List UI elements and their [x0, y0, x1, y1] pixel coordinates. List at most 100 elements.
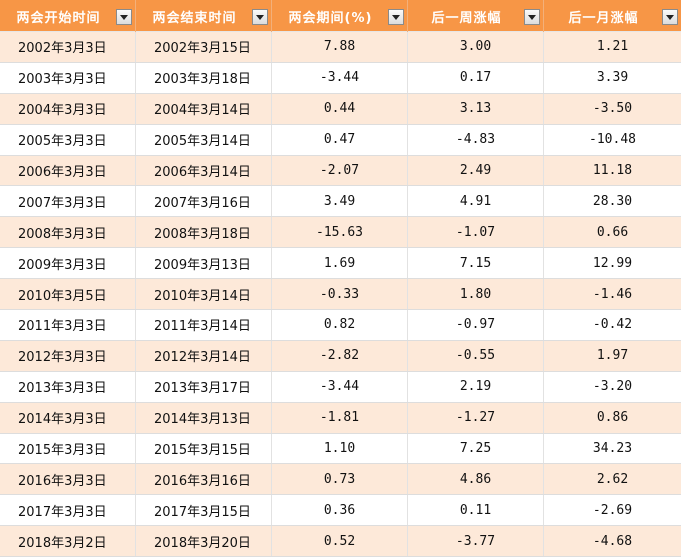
filter-dropdown-button[interactable]: [662, 9, 678, 25]
table-cell[interactable]: -1.46: [592, 286, 633, 302]
table-cell[interactable]: -3.50: [592, 101, 633, 117]
filter-dropdown-button[interactable]: [116, 9, 132, 25]
table-cell[interactable]: -0.42: [592, 317, 633, 333]
table-cell[interactable]: 0.17: [408, 62, 544, 93]
table-cell[interactable]: 12.99: [592, 255, 633, 271]
table-cell[interactable]: 2016年3月3日: [0, 464, 136, 495]
table-row: 2009年3月3日 2009年3月13日 1.69 7.15 12.99: [0, 248, 681, 280]
table-cell[interactable]: 2018年3月20日: [136, 526, 272, 557]
table-cell[interactable]: 0.47: [272, 124, 408, 155]
table-row: 2013年3月3日 2013年3月17日 -3.44 2.19 -3.20: [0, 371, 681, 403]
table-cell[interactable]: 4.91: [408, 186, 544, 217]
table-cell[interactable]: 1.97: [596, 348, 629, 364]
table-cell[interactable]: 1.69: [272, 248, 408, 279]
table-cell[interactable]: -1.81: [272, 402, 408, 433]
column-header-end-date[interactable]: 两会结束时间: [136, 0, 272, 32]
table-cell[interactable]: 2011年3月3日: [0, 310, 136, 340]
column-header-start-date[interactable]: 两会开始时间: [0, 0, 136, 32]
table-cell[interactable]: 2011年3月14日: [136, 310, 272, 340]
table-cell[interactable]: 0.82: [272, 310, 408, 340]
table-cell[interactable]: 4.86: [408, 464, 544, 495]
table-cell[interactable]: -2.07: [272, 155, 408, 186]
table-cell[interactable]: -3.20: [592, 379, 633, 395]
table-cell[interactable]: 28.30: [592, 193, 633, 209]
table-cell[interactable]: 2013年3月17日: [136, 371, 272, 402]
table-cell[interactable]: 11.18: [592, 163, 633, 178]
table-cell[interactable]: -2.82: [272, 340, 408, 371]
table-row: 2004年3月3日 2004年3月14日 0.44 3.13 -3.50: [0, 93, 681, 125]
table-cell[interactable]: -10.48: [589, 132, 636, 148]
table-cell[interactable]: -2.69: [592, 502, 633, 518]
filter-dropdown-button[interactable]: [252, 9, 268, 25]
table-cell[interactable]: 2014年3月3日: [0, 402, 136, 433]
table-cell[interactable]: 2003年3月18日: [136, 62, 272, 93]
table-cell[interactable]: 0.11: [408, 495, 544, 526]
table-cell[interactable]: -0.33: [272, 279, 408, 310]
table-cell[interactable]: 2009年3月3日: [0, 248, 136, 279]
table-cell[interactable]: 2015年3月3日: [0, 433, 136, 464]
table-cell[interactable]: 0.73: [272, 464, 408, 495]
table-cell[interactable]: 2002年3月3日: [0, 32, 136, 62]
table-cell[interactable]: 2009年3月13日: [136, 248, 272, 279]
header-row: 两会开始时间 两会结束时间 两会期间(%) 后一周涨幅 后一月涨幅: [0, 0, 681, 32]
table-cell[interactable]: 0.52: [272, 526, 408, 557]
table-cell[interactable]: 2.49: [408, 155, 544, 186]
table-cell[interactable]: 2004年3月14日: [136, 93, 272, 124]
column-header-next-week[interactable]: 后一周涨幅: [408, 0, 544, 32]
table-cell[interactable]: 2015年3月15日: [136, 433, 272, 464]
chevron-down-icon: [256, 14, 264, 20]
table-cell[interactable]: 0.86: [596, 410, 629, 426]
table-cell[interactable]: 0.66: [596, 224, 629, 240]
table-cell[interactable]: -0.55: [408, 340, 544, 371]
table-cell[interactable]: 2008年3月18日: [136, 217, 272, 248]
table-cell[interactable]: 3.13: [408, 93, 544, 124]
table-cell[interactable]: -3.44: [272, 371, 408, 402]
table-cell[interactable]: -1.07: [408, 217, 544, 248]
table-cell[interactable]: 2016年3月16日: [136, 464, 272, 495]
table-cell[interactable]: 7.25: [408, 433, 544, 464]
table-cell[interactable]: 2013年3月3日: [0, 371, 136, 402]
table-cell[interactable]: 2003年3月3日: [0, 62, 136, 93]
table-cell[interactable]: -0.97: [408, 310, 544, 340]
table-cell[interactable]: 0.44: [272, 93, 408, 124]
table-cell[interactable]: 2005年3月3日: [0, 124, 136, 155]
table-cell[interactable]: 2.62: [596, 471, 629, 487]
table-cell[interactable]: 2004年3月3日: [0, 93, 136, 124]
table-cell[interactable]: -1.27: [408, 402, 544, 433]
table-cell[interactable]: 2.19: [408, 371, 544, 402]
table-cell[interactable]: 2006年3月14日: [136, 155, 272, 186]
table-cell[interactable]: 2007年3月3日: [0, 186, 136, 217]
table-cell[interactable]: -15.63: [272, 217, 408, 248]
table-cell[interactable]: 2018年3月2日: [0, 526, 136, 557]
table-cell[interactable]: 1.21: [596, 39, 629, 55]
table-cell[interactable]: 2002年3月15日: [136, 32, 272, 62]
table-cell[interactable]: 7.15: [408, 248, 544, 279]
table-cell[interactable]: 2007年3月16日: [136, 186, 272, 217]
table-cell[interactable]: 2012年3月14日: [136, 340, 272, 371]
table-cell[interactable]: 2010年3月5日: [0, 279, 136, 310]
table-cell[interactable]: 1.10: [272, 433, 408, 464]
table-cell[interactable]: 34.23: [592, 441, 633, 457]
table-cell[interactable]: -3.77: [408, 526, 544, 557]
column-header-next-month[interactable]: 后一月涨幅: [544, 0, 681, 32]
table-cell[interactable]: 3.49: [272, 186, 408, 217]
table-cell[interactable]: 3.39: [596, 70, 629, 86]
table-cell[interactable]: 1.80: [408, 279, 544, 310]
table-cell[interactable]: 7.88: [272, 32, 408, 62]
table-cell[interactable]: -4.83: [408, 124, 544, 155]
filter-dropdown-button[interactable]: [388, 9, 404, 25]
table-cell[interactable]: 3.00: [408, 32, 544, 62]
table-cell[interactable]: 0.36: [272, 495, 408, 526]
table-cell[interactable]: 2005年3月14日: [136, 124, 272, 155]
filter-dropdown-button[interactable]: [524, 9, 540, 25]
table-cell[interactable]: 2017年3月15日: [136, 495, 272, 526]
table-cell[interactable]: 2006年3月3日: [0, 155, 136, 186]
table-cell[interactable]: 2012年3月3日: [0, 340, 136, 371]
table-cell[interactable]: -3.44: [272, 62, 408, 93]
table-cell[interactable]: 2008年3月3日: [0, 217, 136, 248]
table-cell[interactable]: 2017年3月3日: [0, 495, 136, 526]
table-cell[interactable]: 2014年3月13日: [136, 402, 272, 433]
table-cell[interactable]: -4.68: [592, 533, 633, 549]
column-header-during-pct[interactable]: 两会期间(%): [272, 0, 408, 32]
table-cell[interactable]: 2010年3月14日: [136, 279, 272, 310]
